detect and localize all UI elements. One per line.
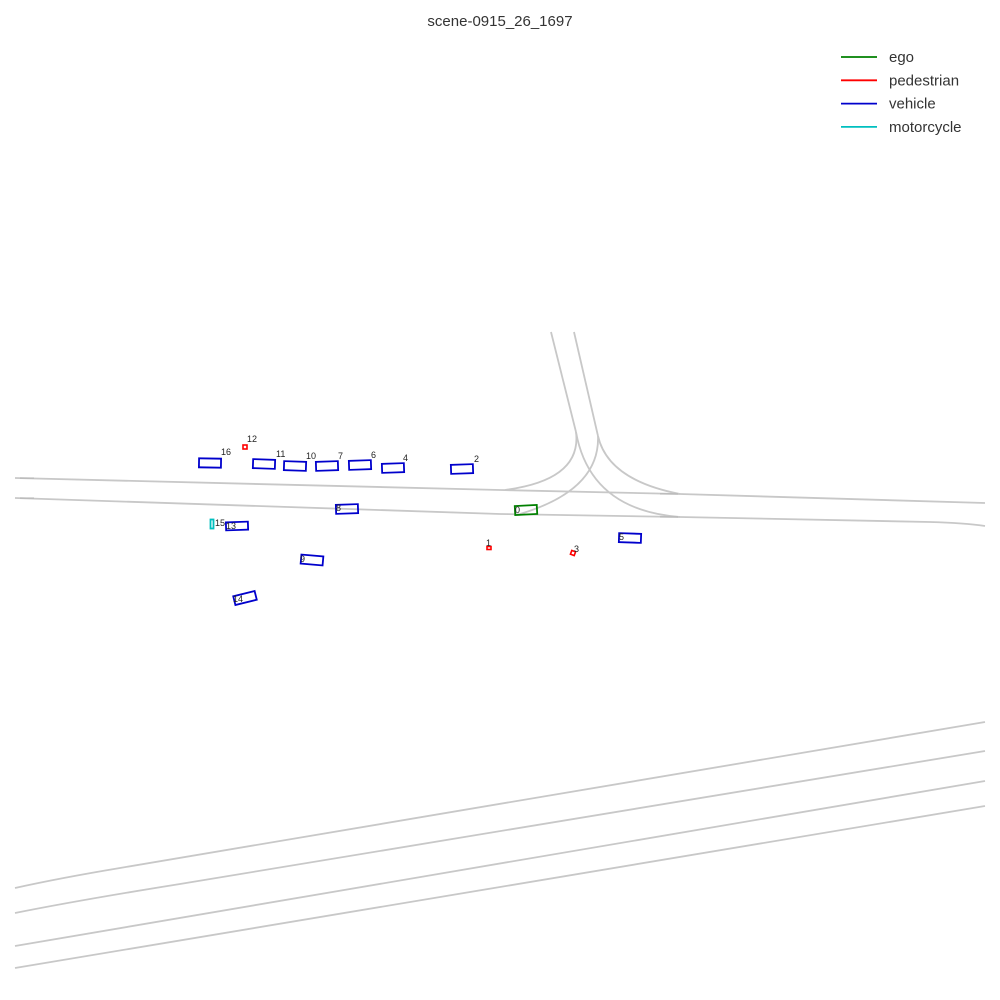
agent-6-label: 6 bbox=[371, 450, 376, 460]
agent-13-label: 13 bbox=[226, 521, 236, 531]
agent-4-label: 4 bbox=[403, 453, 408, 463]
lane-line bbox=[14, 477, 986, 504]
agent-7-box bbox=[314, 460, 340, 472]
legend-vehicle-label: vehicle bbox=[889, 96, 936, 113]
agent-15-box bbox=[209, 518, 215, 530]
lane-line bbox=[597, 435, 681, 495]
agent-7-label: 7 bbox=[338, 451, 343, 461]
legend-ego-label: ego bbox=[889, 49, 914, 66]
agent-3-label: 3 bbox=[574, 544, 579, 554]
agent-5-label: 5 bbox=[619, 532, 624, 542]
agent-1-label: 1 bbox=[486, 538, 491, 548]
agent-10-box bbox=[282, 460, 308, 472]
agent-14-box bbox=[232, 589, 258, 607]
agent-4-box bbox=[380, 462, 406, 474]
lane-lines bbox=[14, 331, 986, 969]
agent-12-box bbox=[242, 444, 248, 450]
lane-line bbox=[519, 435, 599, 515]
agent-9-label: 9 bbox=[300, 554, 305, 564]
agent-8-box bbox=[334, 503, 360, 515]
legend-motorcycle-label: motorcycle bbox=[889, 119, 962, 136]
lane-line bbox=[14, 750, 986, 914]
agent-1-box bbox=[486, 545, 492, 551]
agent-6-box bbox=[347, 459, 373, 471]
agent-16-label: 16 bbox=[221, 447, 231, 457]
agent-12-label: 12 bbox=[247, 434, 257, 444]
lane-line bbox=[14, 497, 986, 527]
agent-14-label: 14 bbox=[233, 594, 243, 604]
lane-line bbox=[575, 431, 681, 518]
agent-2-box bbox=[449, 463, 475, 475]
legend-pedestrian-label: pedestrian bbox=[889, 72, 959, 89]
agent-0-box bbox=[513, 503, 539, 517]
agent-11-box bbox=[251, 458, 277, 470]
legend: ego pedestrian vehicle motorcycle bbox=[841, 49, 962, 136]
agent-10-label: 10 bbox=[306, 451, 316, 461]
scene-title: scene-0915_26_1697 bbox=[427, 13, 572, 30]
agent-15-label: 15 bbox=[215, 518, 225, 528]
agent-5-box bbox=[617, 532, 643, 544]
agent-9-box bbox=[299, 553, 325, 567]
lane-line bbox=[14, 721, 986, 889]
agent-8-label: 8 bbox=[336, 503, 341, 513]
lane-line bbox=[550, 331, 577, 433]
agent-3-box bbox=[569, 549, 577, 557]
lane-line bbox=[14, 805, 986, 969]
agent-0-label: 0 bbox=[515, 505, 520, 515]
agent-16-box bbox=[198, 457, 222, 469]
lane-line bbox=[14, 780, 986, 947]
agent-2-label: 2 bbox=[474, 454, 479, 464]
agent-11-label: 11 bbox=[276, 449, 285, 459]
lane-line bbox=[573, 331, 599, 437]
agent-13-box bbox=[224, 520, 250, 532]
lane-line bbox=[504, 431, 578, 491]
